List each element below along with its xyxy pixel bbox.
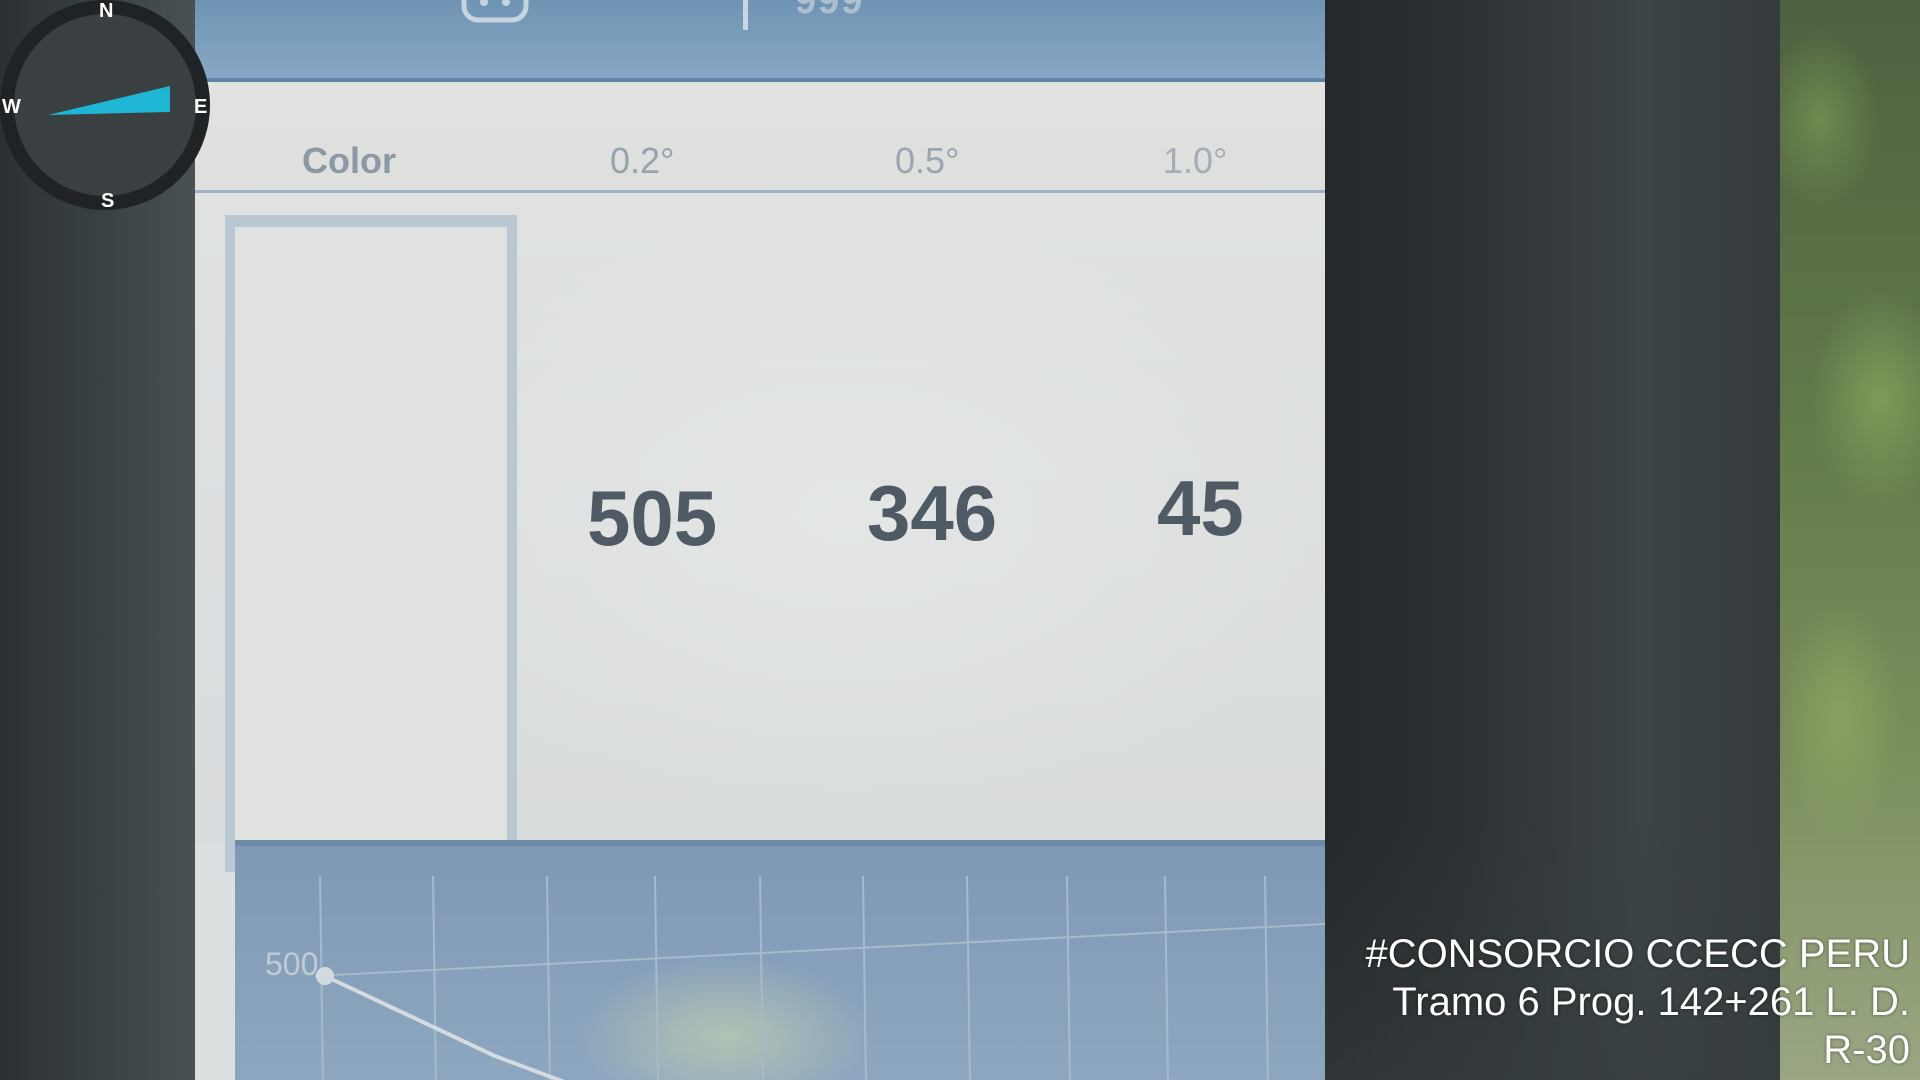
- chart-gridline-v: [432, 875, 437, 1080]
- background-foliage: [1780, 0, 1920, 1080]
- device-icon: [461, 0, 529, 23]
- chart-gridline-v: [966, 875, 971, 1080]
- header-angle-0-5: 0.5°: [895, 140, 960, 181]
- chart-gridline-v: [546, 875, 551, 1080]
- series-line: [324, 974, 565, 1080]
- readings-panel: 505 346 45: [195, 193, 1325, 872]
- table-header-row: Color 0.2° 0.5° 1.0°: [195, 82, 1325, 192]
- chart-gridline-h: [314, 923, 1325, 977]
- watermark-location: Tramo 6 Prog. 142+261 L. D.: [1392, 980, 1910, 1024]
- header-angle-1-0: 1.0°: [1163, 140, 1228, 181]
- chart-gridline-v: [862, 875, 867, 1080]
- series-point: [316, 967, 334, 985]
- chart-gridline-v: [1066, 875, 1071, 1080]
- top-bar-divider: [743, 0, 748, 30]
- chart-gridline-v: [759, 875, 764, 1080]
- y-tick-label: 500: [265, 946, 319, 982]
- compass-east-label: E: [194, 96, 208, 118]
- watermark-code: R-30: [1823, 1028, 1910, 1072]
- chart-gridline-v: [1164, 875, 1169, 1080]
- reading-0-2: 505: [587, 474, 718, 562]
- compass-west-label: W: [2, 96, 21, 118]
- chart-grid: [314, 875, 1325, 1080]
- header-divider: [195, 190, 1325, 193]
- reading-0-5: 346: [867, 469, 998, 557]
- compass-north-label: N: [99, 0, 114, 22]
- header-color: Color: [302, 140, 396, 181]
- device-screen: 999 Color 0.2° 0.5° 1.0° 505 346 45 500: [195, 0, 1325, 1080]
- watermark-company: #CONSORCIO CCECC PERU: [1365, 932, 1910, 976]
- compass-south-label: S: [101, 190, 115, 212]
- reading-1-0: 45: [1157, 464, 1244, 552]
- chart-panel: 500: [235, 840, 1325, 1080]
- compass-needle: [48, 86, 170, 115]
- watermark: #CONSORCIO CCECC PERU Tramo 6 Prog. 142+…: [1210, 930, 1910, 1074]
- screen-glare: [575, 956, 875, 1080]
- compass-widget: [0, 0, 210, 210]
- bezel-shadow: [1320, 820, 1780, 1080]
- top-status-bar: 999: [195, 0, 1325, 82]
- chart-gridline-v: [654, 875, 659, 1080]
- chart-gridline-v: [1264, 875, 1269, 1080]
- header-angle-0-2: 0.2°: [610, 140, 675, 181]
- color-swatch: [225, 215, 517, 872]
- top-bar-reading: 999: [795, 0, 865, 22]
